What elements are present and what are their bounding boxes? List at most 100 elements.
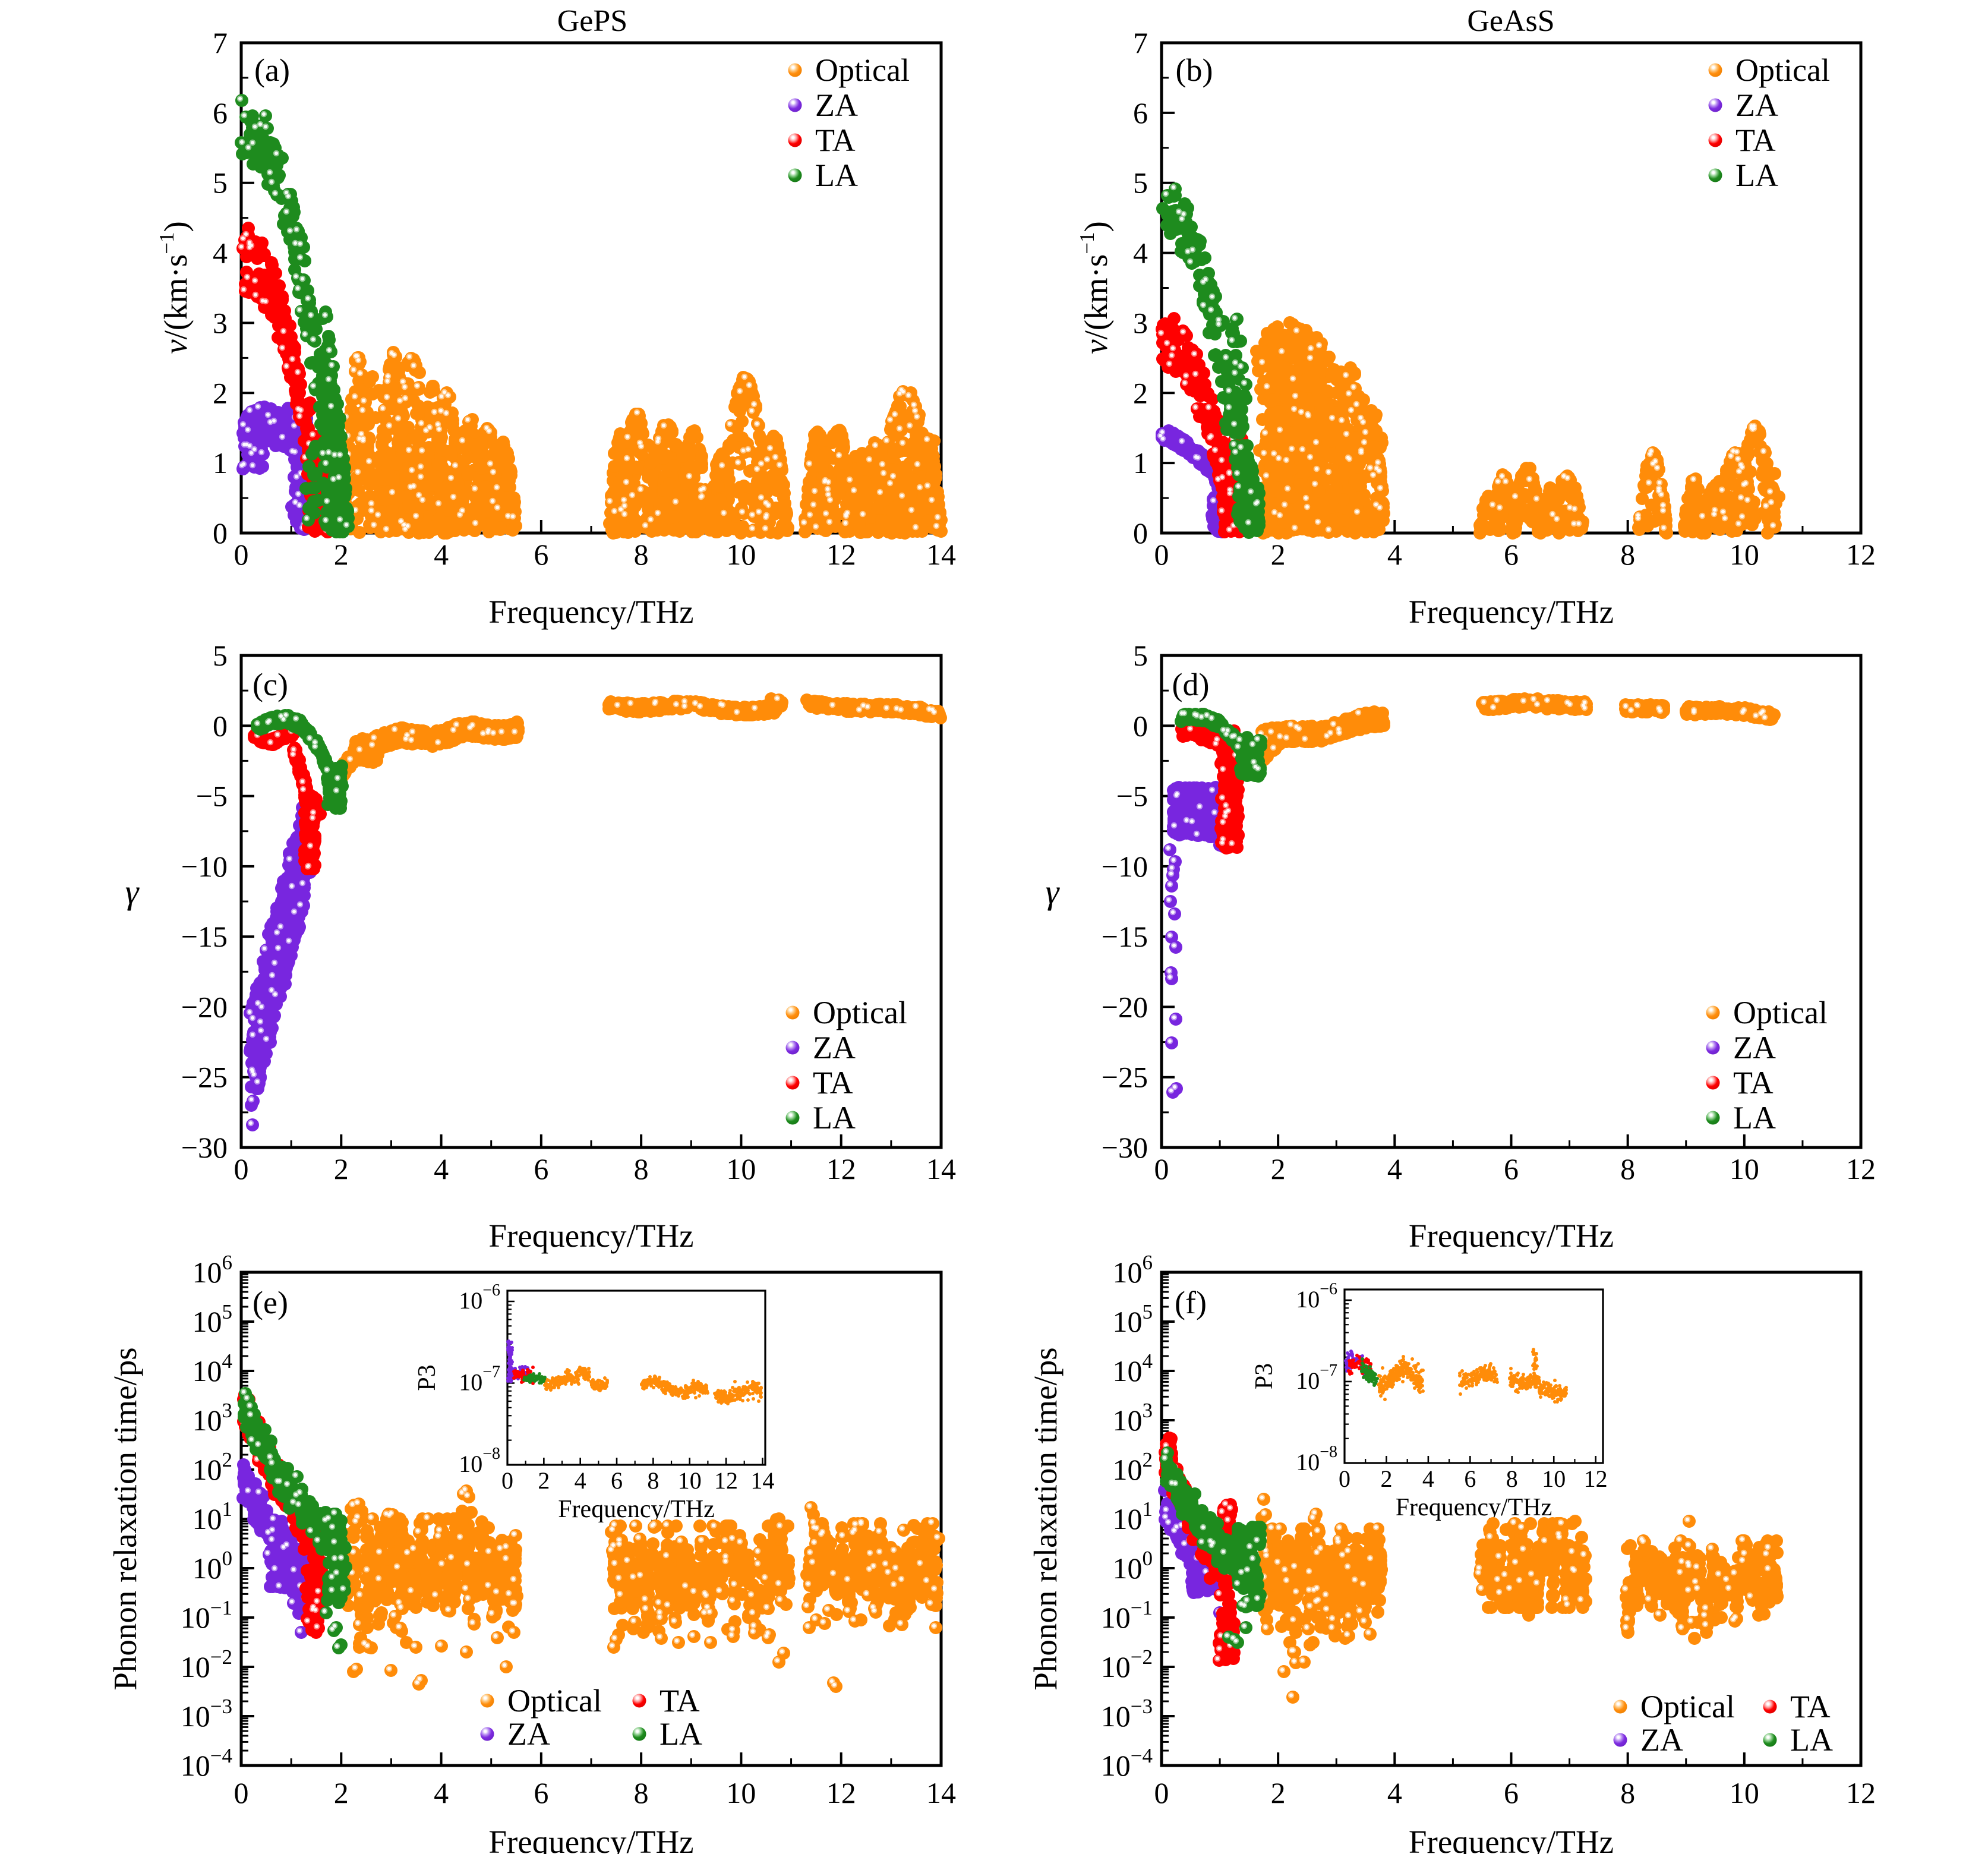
- svg-text:2: 2: [334, 1152, 349, 1186]
- svg-text:P3: P3: [1251, 1363, 1278, 1389]
- svg-text:7: 7: [1133, 26, 1148, 59]
- svg-text:TA: TA: [815, 122, 856, 158]
- svg-text:−15: −15: [1102, 920, 1148, 953]
- svg-text:4: 4: [1422, 1465, 1434, 1492]
- svg-text:5: 5: [1133, 166, 1148, 200]
- svg-text:0: 0: [1133, 709, 1148, 742]
- svg-text:P3: P3: [414, 1364, 441, 1391]
- svg-text:Frequency/THz: Frequency/THz: [488, 1218, 693, 1254]
- svg-text:8: 8: [634, 1776, 649, 1809]
- svg-text:4: 4: [1387, 538, 1402, 571]
- svg-text:6: 6: [534, 1776, 548, 1809]
- svg-text:10−4: 10−4: [1101, 1744, 1153, 1782]
- svg-text:1: 1: [1133, 446, 1148, 480]
- svg-text:14: 14: [926, 1776, 956, 1809]
- svg-text:6: 6: [213, 96, 228, 130]
- svg-text:10−2: 10−2: [181, 1645, 232, 1683]
- svg-text:−30: −30: [1102, 1131, 1148, 1164]
- svg-text:12: 12: [826, 1776, 856, 1809]
- svg-text:−10: −10: [1102, 850, 1148, 883]
- svg-text:TA: TA: [1735, 122, 1776, 158]
- svg-text:Frequency/THz: Frequency/THz: [1409, 594, 1614, 630]
- svg-text:(b): (b): [1176, 52, 1213, 88]
- svg-text:8: 8: [1620, 538, 1635, 571]
- svg-text:10−3: 10−3: [181, 1695, 232, 1733]
- svg-text:6: 6: [611, 1467, 623, 1494]
- svg-text:ZA: ZA: [1733, 1030, 1776, 1065]
- svg-text:10: 10: [1730, 1776, 1759, 1809]
- svg-text:ZA: ZA: [507, 1716, 550, 1752]
- svg-text:10−8: 10−8: [1296, 1443, 1337, 1475]
- svg-text:(d): (d): [1172, 667, 1210, 702]
- svg-text:2: 2: [334, 1776, 349, 1809]
- svg-text:0: 0: [1154, 538, 1169, 571]
- svg-text:7: 7: [213, 26, 228, 59]
- svg-text:105: 105: [1113, 1300, 1153, 1338]
- svg-text:2: 2: [538, 1467, 550, 1494]
- svg-text:6: 6: [534, 538, 548, 571]
- svg-text:10: 10: [726, 1152, 756, 1186]
- svg-text:2: 2: [1133, 376, 1148, 409]
- svg-text:γ: γ: [125, 872, 140, 911]
- svg-text:4: 4: [434, 1152, 449, 1186]
- svg-text:TA: TA: [1790, 1689, 1831, 1724]
- svg-text:Optical: Optical: [507, 1683, 602, 1719]
- svg-text:Frequency/THz: Frequency/THz: [558, 1496, 715, 1523]
- svg-text:−20: −20: [1102, 990, 1148, 1023]
- svg-text:4: 4: [213, 237, 228, 270]
- svg-text:1: 1: [213, 446, 228, 480]
- svg-text:2: 2: [1271, 1152, 1286, 1186]
- svg-text:6: 6: [1133, 96, 1148, 130]
- svg-text:ZA: ZA: [815, 87, 858, 123]
- svg-text:Frequency/THz: Frequency/THz: [1409, 1824, 1614, 1854]
- svg-text:14: 14: [926, 1152, 956, 1186]
- svg-text:0: 0: [1154, 1152, 1169, 1186]
- svg-text:14: 14: [750, 1467, 774, 1494]
- svg-text:2: 2: [1380, 1465, 1392, 1492]
- svg-text:−5: −5: [196, 780, 228, 813]
- svg-text:Optical: Optical: [1733, 995, 1828, 1030]
- svg-text:101: 101: [193, 1497, 233, 1536]
- svg-text:10: 10: [726, 538, 756, 571]
- svg-text:10: 10: [1542, 1465, 1566, 1492]
- svg-text:Frequency/THz: Frequency/THz: [488, 594, 693, 630]
- svg-text:10: 10: [1730, 1152, 1759, 1186]
- svg-text:0: 0: [234, 1152, 249, 1186]
- svg-text:LA: LA: [1735, 157, 1778, 193]
- svg-text:−15: −15: [181, 920, 228, 953]
- svg-text:12: 12: [826, 1152, 856, 1186]
- svg-text:102: 102: [193, 1448, 233, 1486]
- svg-text:GeAsS: GeAsS: [1467, 4, 1554, 38]
- svg-text:8: 8: [1620, 1152, 1635, 1186]
- svg-text:TA: TA: [813, 1065, 853, 1101]
- svg-text:Optical: Optical: [1735, 52, 1830, 88]
- svg-text:Phonon relaxation time/ps: Phonon relaxation time/ps: [107, 1347, 143, 1690]
- svg-text:LA: LA: [1790, 1722, 1833, 1758]
- svg-text:LA: LA: [659, 1716, 702, 1752]
- svg-text:12: 12: [826, 538, 856, 571]
- svg-text:12: 12: [1846, 1776, 1876, 1809]
- svg-text:4: 4: [434, 538, 449, 571]
- svg-text:10−1: 10−1: [1101, 1596, 1153, 1634]
- svg-text:ZA: ZA: [813, 1030, 856, 1065]
- svg-text:0: 0: [234, 538, 249, 571]
- svg-text:10−1: 10−1: [181, 1596, 232, 1634]
- svg-text:(f): (f): [1175, 1285, 1207, 1320]
- svg-text:8: 8: [647, 1467, 659, 1494]
- svg-text:10: 10: [726, 1776, 756, 1809]
- svg-text:2: 2: [1271, 538, 1286, 571]
- svg-text:ZA: ZA: [1735, 87, 1778, 123]
- svg-text:0: 0: [501, 1467, 513, 1494]
- svg-text:5: 5: [213, 166, 228, 200]
- svg-text:Optical: Optical: [1640, 1689, 1735, 1724]
- svg-text:0: 0: [213, 709, 228, 742]
- svg-text:2: 2: [334, 538, 349, 571]
- svg-text:3: 3: [1133, 306, 1148, 339]
- svg-text:6: 6: [1504, 538, 1519, 571]
- svg-text:Frequency/THz: Frequency/THz: [488, 1824, 693, 1854]
- svg-text:−5: −5: [1116, 780, 1148, 813]
- svg-text:0: 0: [213, 516, 228, 550]
- svg-text:12: 12: [1846, 538, 1876, 571]
- svg-text:−25: −25: [181, 1061, 228, 1094]
- svg-text:8: 8: [1620, 1776, 1635, 1809]
